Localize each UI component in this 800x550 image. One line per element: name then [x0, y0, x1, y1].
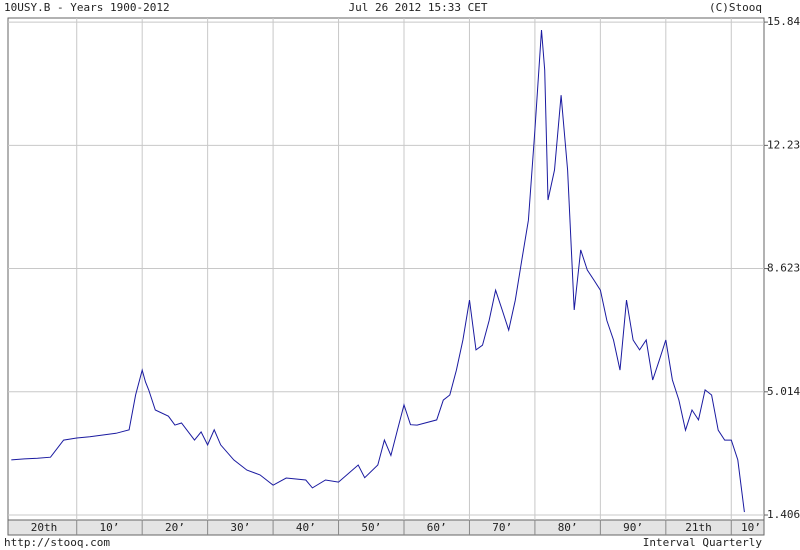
- header-center: Jul 26 2012 15:33 CET: [348, 1, 487, 14]
- x-tick-label: 10’: [100, 521, 120, 534]
- y-tick-label: 12.23: [767, 138, 800, 151]
- x-tick-label: 50’: [361, 521, 381, 534]
- x-tick-label: 60’: [427, 521, 447, 534]
- x-tick-label: 30’: [230, 521, 250, 534]
- footer-right: Interval Quarterly: [643, 536, 763, 549]
- x-axis-strip: [7, 519, 765, 536]
- price-line: [11, 29, 745, 513]
- y-tick-label: 5.014: [767, 385, 800, 398]
- x-tick-label: 90’: [623, 521, 643, 534]
- x-tick-label: 40’: [296, 521, 316, 534]
- x-tick-label: 20th: [31, 521, 58, 534]
- footer-left: http://stooq.com: [4, 536, 110, 549]
- header-right: (C)Stooq: [709, 1, 762, 14]
- header-left: 10USY.B - Years 1900-2012: [4, 1, 170, 14]
- x-tick-label: 80’: [558, 521, 578, 534]
- x-tick-label: 20’: [165, 521, 185, 534]
- y-tick-label: 1.406: [767, 508, 800, 521]
- x-tick-label: 10’: [741, 521, 761, 534]
- x-tick-label: 70’: [492, 521, 512, 534]
- x-tick-label: 21th: [685, 521, 712, 534]
- y-tick-label: 15.84: [767, 15, 800, 28]
- y-tick-label: 8.623: [767, 262, 800, 275]
